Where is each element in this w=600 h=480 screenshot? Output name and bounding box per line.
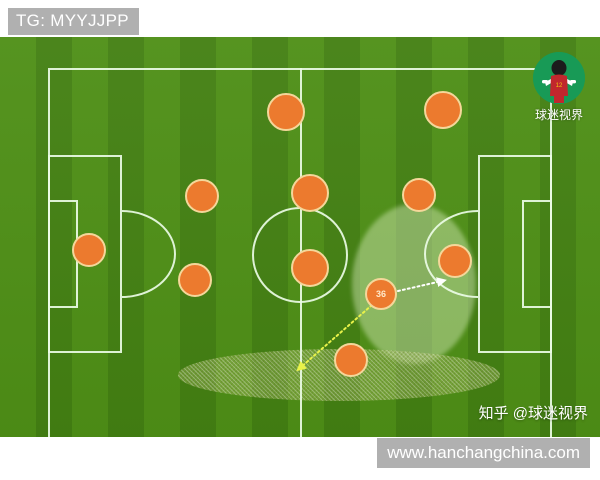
player-marker[interactable] <box>178 263 212 297</box>
logo-label: 球迷视界 <box>534 108 583 122</box>
player-marker[interactable] <box>424 91 462 129</box>
player-marker[interactable]: 36 <box>365 278 397 310</box>
player-marker[interactable] <box>291 174 329 212</box>
logo-circle: 12 <box>533 52 585 104</box>
goal-area-right <box>522 200 552 308</box>
channel-logo: 12 球迷视界 <box>526 52 592 123</box>
top-tag-watermark: TG: MYYJJPP <box>8 8 139 35</box>
zhihu-credit: 知乎 @球迷视界 <box>478 405 588 422</box>
logo-jersey-number: 12 <box>556 83 563 89</box>
player-marker[interactable] <box>291 249 329 287</box>
player-number: 36 <box>375 289 386 299</box>
player-marker[interactable] <box>267 93 305 131</box>
url-watermark: www.hanchangchina.com <box>377 438 590 468</box>
player-marker[interactable] <box>72 233 106 267</box>
run-arrow <box>397 277 447 292</box>
player-marker[interactable] <box>334 343 368 377</box>
player-marker[interactable] <box>402 178 436 212</box>
player-marker[interactable] <box>438 244 472 278</box>
pass-arrow <box>296 304 373 372</box>
arrow-layer <box>296 277 447 372</box>
football-pitch: 36 知乎 @球迷视界 12 <box>0 37 600 437</box>
player-marker[interactable] <box>185 179 219 213</box>
player-figure-icon: 12 <box>533 52 585 104</box>
